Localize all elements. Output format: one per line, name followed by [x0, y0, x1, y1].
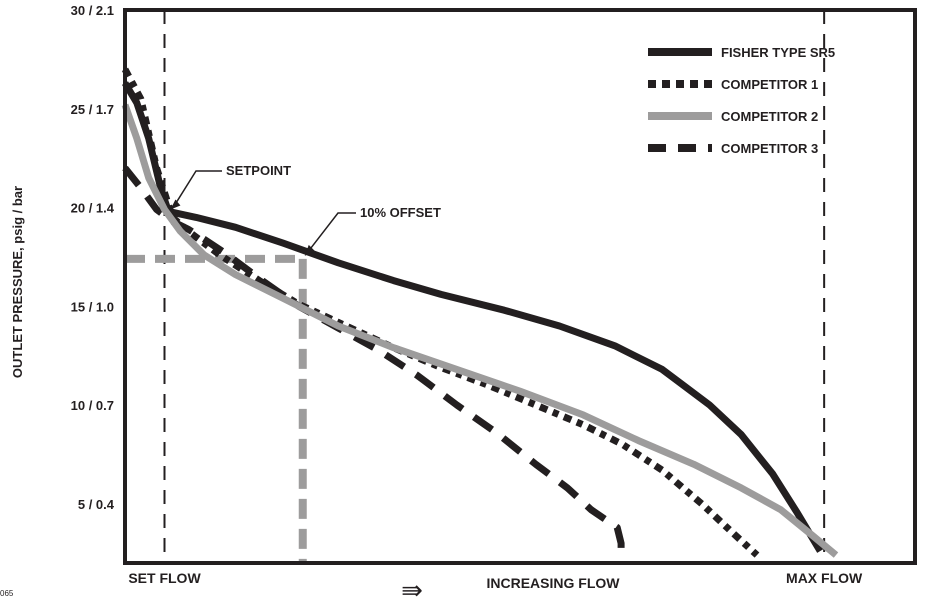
setpoint-arrowhead [170, 199, 181, 210]
series-layer [121, 10, 839, 563]
legend-label-2: COMPETITOR 1 [721, 77, 818, 92]
y-axis-ticks: 30 / 2.1 25 / 1.7 20 / 1.4 15 / 1.0 10 / 0.7… [71, 3, 115, 512]
y-tick-25: 25 / 1.7 [71, 102, 114, 117]
y-tick-5: 5 / 0.4 [78, 497, 115, 512]
plot-frame [123, 8, 917, 565]
offset-label: 10% OFFSET [360, 205, 441, 220]
legend-label-3: COMPETITOR 2 [721, 109, 818, 124]
legend: FISHER TYPE SR5 COMPETITOR 1 COMPETITOR 2 C… [648, 45, 835, 156]
annotations: SETPOINT 10% OFFSET [170, 163, 441, 256]
y-axis-label: OUTLET PRESSURE, psig / bar [10, 186, 25, 378]
legend-label-4: COMPETITOR 3 [721, 141, 818, 156]
series-competitor-2 [121, 103, 839, 558]
offset-leader [308, 212, 356, 252]
legend-label-1: FISHER TYPE SR5 [721, 45, 835, 60]
setpoint-leader [173, 170, 222, 206]
offset-arrowhead [304, 244, 315, 256]
y-tick-30: 30 / 2.1 [71, 3, 114, 18]
setpoint-label: SETPOINT [226, 163, 291, 178]
y-tick-15: 15 / 1.0 [71, 299, 114, 314]
y-tick-10: 10 / 0.7 [71, 398, 114, 413]
increasing-flow-arrow: ⇛ [401, 575, 423, 605]
set-flow-label: SET FLOW [128, 570, 201, 586]
series-competitor-1 [121, 67, 760, 558]
y-tick-20: 20 / 1.4 [71, 201, 115, 216]
figure-id: 065 [0, 589, 14, 598]
series-competitor-3 [122, 165, 625, 559]
series-fisher-type-sr5 [121, 81, 824, 553]
x-axis-label: INCREASING FLOW [487, 575, 621, 591]
max-flow-label: MAX FLOW [786, 570, 863, 586]
